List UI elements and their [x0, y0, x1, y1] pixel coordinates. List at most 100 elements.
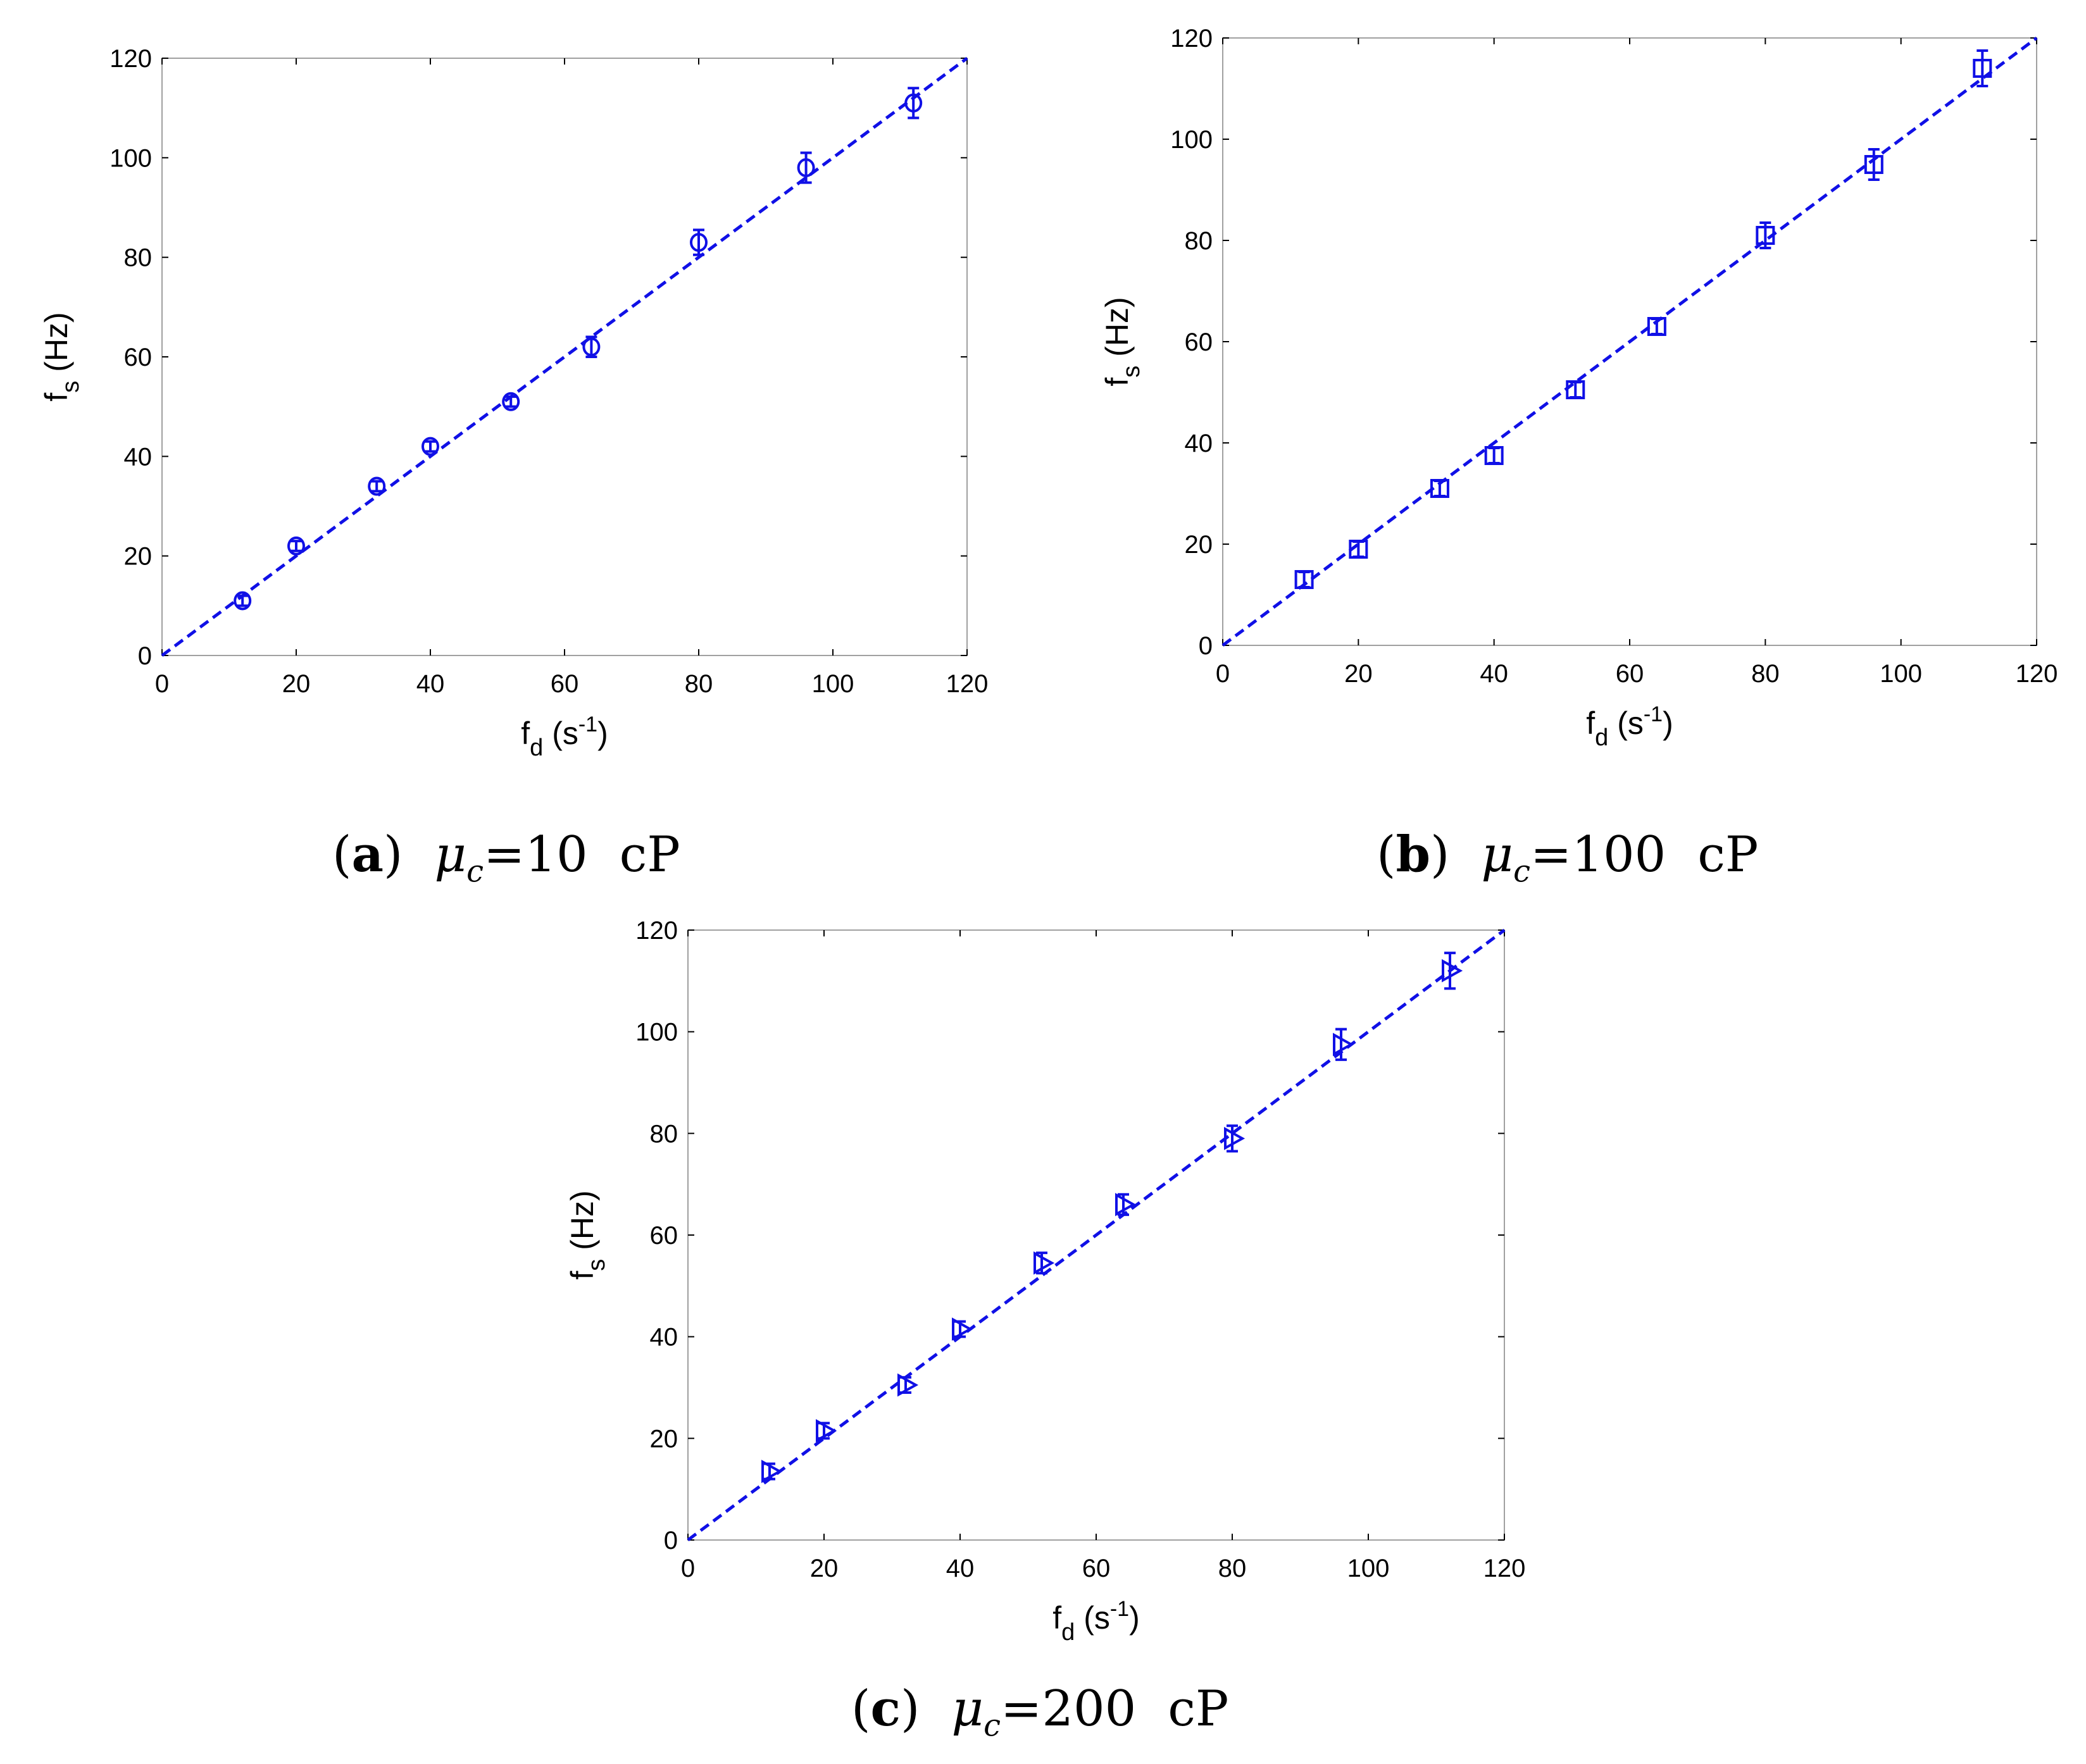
marker-circle: [904, 93, 923, 113]
y-tick-label: 0: [138, 642, 152, 670]
y-tick-label: 80: [1185, 227, 1213, 255]
caption-b-variable: μc: [1481, 826, 1531, 890]
x-tick-label: 120: [2016, 660, 2058, 688]
y-tick-label: 40: [650, 1324, 678, 1351]
marker-square: [1973, 59, 1992, 78]
chart-a-svg: 0 20 40 60 80 100 120 0 20 40 60 80 100 120 fd (s-1) fs…: [39, 45, 989, 761]
marker-square: [1484, 446, 1504, 465]
data-point: [1442, 952, 1463, 990]
caption-b-value: =100: [1530, 826, 1666, 883]
x-tick-label: 60: [1082, 1555, 1111, 1582]
caption-a-variable: μc: [434, 826, 484, 890]
caption-c: (c) μc=200 cP: [851, 1680, 1229, 1744]
y-tick-label: 60: [1185, 328, 1213, 356]
x-tick-label: 40: [416, 670, 445, 698]
y-axis-title: fs (Hz): [1099, 297, 1145, 386]
marker-triangle: [1224, 1126, 1246, 1150]
data-point: [368, 476, 386, 496]
marker-triangle: [1442, 959, 1463, 983]
marker-square: [1566, 380, 1585, 399]
caption-b: (b) μc=100 cP: [1377, 826, 1759, 890]
marker-triangle: [816, 1419, 837, 1443]
caption-c-unit: cP: [1168, 1680, 1229, 1737]
chart-panel-c: 0 20 40 60 80 100 120 0 20 40 60 80 100 120 fd (s-1) fs…: [532, 898, 1576, 1689]
y-tick-label: 0: [664, 1527, 678, 1555]
marker-circle: [368, 476, 386, 496]
caption-c-variable: μc: [951, 1680, 1001, 1744]
chart-b-svg: 0 20 40 60 80 100 120 0 20 40 60 80 100 120 fd (s-1) fs…: [1099, 25, 2058, 751]
marker-circle: [582, 337, 601, 357]
marker-square: [1349, 540, 1368, 559]
x-tick-label: 60: [551, 670, 579, 698]
x-tick-label: 0: [1216, 660, 1230, 688]
x-tick-label: 20: [810, 1555, 839, 1582]
y-tick-label: 40: [124, 443, 153, 471]
data-point: [816, 1419, 837, 1443]
caption-b-unit: cP: [1697, 826, 1759, 883]
caption-c-value: =200: [1000, 1680, 1137, 1737]
data-point: [897, 1373, 919, 1397]
marker-triangle: [1115, 1193, 1137, 1217]
y-tick-label: 40: [1185, 430, 1213, 457]
x-axis-title: fd (s-1): [521, 712, 608, 761]
x-tick-label: 80: [1751, 660, 1780, 688]
y-tick-label: 100: [1170, 126, 1213, 154]
chart-panel-b: 0 20 40 60 80 100 120 0 20 40 60 80 100 120 fd (s-1) fs…: [1044, 0, 2086, 823]
data-point: [234, 591, 252, 611]
data-point: [1864, 148, 1883, 181]
y-tick-label: 100: [109, 144, 152, 172]
data-point: [1430, 479, 1449, 498]
data-point: [1294, 570, 1314, 589]
x-tick-label: 20: [1344, 660, 1373, 688]
x-tick-label: 80: [685, 670, 713, 698]
x-tick-label: 100: [1347, 1555, 1390, 1582]
chart-panel-a: 0 20 40 60 80 100 120 0 20 40 60 80 100 120 fd (s-1) fs…: [0, 0, 1044, 823]
y-tick-label: 20: [1185, 531, 1213, 559]
data-point: [797, 151, 815, 184]
y-tick-label: 20: [124, 543, 153, 571]
caption-a: (a) μc=10 cP: [332, 826, 680, 890]
x-tick-label: 0: [681, 1555, 695, 1582]
marker-triangle: [952, 1317, 973, 1341]
data-point: [1484, 446, 1504, 465]
caption-c-tag: c: [870, 1680, 901, 1737]
data-point: [1333, 1028, 1354, 1061]
data-point: [761, 1460, 783, 1483]
data-point: [690, 228, 708, 256]
data-point: [502, 392, 520, 411]
y-tick-label: 120: [109, 45, 152, 73]
data-point: [1647, 317, 1666, 336]
marker-circle: [234, 591, 252, 611]
y-tick-label: 20: [650, 1425, 678, 1453]
data-point: [582, 335, 601, 358]
y-tick-label: 120: [1170, 25, 1213, 53]
x-tick-label: 100: [812, 670, 854, 698]
marker-square: [1430, 479, 1449, 498]
marker-square: [1294, 570, 1314, 589]
data-point: [1973, 49, 1992, 87]
x-tick-label: 120: [946, 670, 989, 698]
data-point: [422, 437, 439, 456]
data-point: [287, 536, 305, 556]
caption-b-tag: b: [1396, 826, 1430, 883]
chart-c-svg: 0 20 40 60 80 100 120 0 20 40 60 80 100 120 fd (s-1) fs…: [565, 917, 1526, 1646]
data-point: [1115, 1193, 1137, 1217]
data-point: [1034, 1251, 1055, 1275]
caption-a-tag: a: [351, 826, 384, 883]
y-axis-title: fs (Hz): [565, 1190, 610, 1279]
caption-a-unit: cP: [619, 826, 680, 883]
marker-square: [1647, 317, 1666, 336]
y-tick-label: 80: [650, 1120, 678, 1148]
data-point: [1566, 380, 1585, 399]
marker-square: [1864, 155, 1883, 174]
data-point: [952, 1317, 973, 1341]
data-point: [1224, 1124, 1246, 1153]
fit-line: [1221, 36, 2038, 647]
data-point: [904, 87, 923, 120]
x-tick-label: 20: [282, 670, 311, 698]
x-tick-label: 120: [1483, 1555, 1526, 1582]
caption-a-value: =10: [484, 826, 588, 883]
marker-circle: [502, 392, 520, 411]
marker-circle: [287, 536, 305, 556]
data-point: [1349, 540, 1368, 559]
